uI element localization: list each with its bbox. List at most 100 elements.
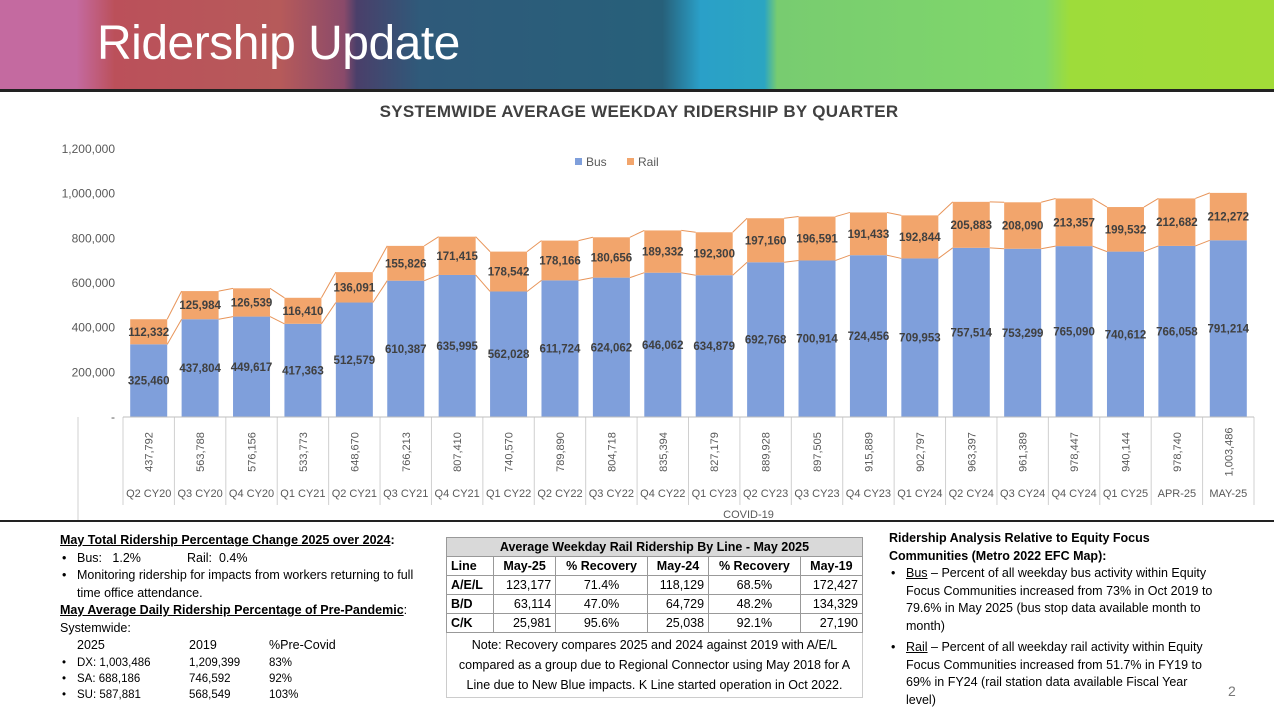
series-line-rail	[630, 230, 644, 237]
data-label-bus: 700,914	[796, 334, 838, 346]
category-label: Q1 CY25	[1103, 488, 1148, 500]
total-label: 915,889	[863, 432, 875, 472]
data-label-rail: 192,300	[693, 249, 735, 261]
rail-table-cell: 64,729	[647, 595, 708, 614]
series-line-rail	[527, 241, 541, 252]
y-tick-label: -	[111, 410, 115, 424]
series-line-rail	[1195, 193, 1209, 199]
rail-table-panel: Average Weekday Rail Ridership By Line -…	[446, 537, 863, 698]
data-label-rail: 116,410	[282, 306, 323, 318]
series-line-rail	[1093, 198, 1107, 207]
category-label: Q4 CY22	[640, 488, 685, 500]
data-label-bus: 437,804	[179, 363, 221, 375]
series-line-bus	[887, 255, 901, 258]
legend-swatch-bus	[575, 158, 582, 165]
data-label-bus: 417,363	[282, 365, 324, 377]
category-label: Q1 CY23	[692, 488, 737, 500]
data-label-rail: 171,415	[436, 251, 478, 263]
prepandemic-v2019: 568,549	[189, 687, 269, 703]
rail-table-cell: 47.0%	[556, 595, 648, 614]
category-label: Q4 CY21	[435, 488, 480, 500]
data-label-bus: 709,953	[899, 333, 941, 345]
rail-table-header: Line	[447, 557, 494, 576]
rail-table-cell: 68.5%	[709, 576, 801, 595]
data-label-rail: 136,091	[334, 282, 376, 294]
data-label-rail: 180,656	[591, 252, 633, 264]
category-label: Q3 CY24	[1000, 488, 1045, 500]
left-panel: May Total Ridership Percentage Change 20…	[60, 532, 440, 703]
series-line-rail	[578, 237, 592, 240]
series-line-rail	[1144, 198, 1158, 207]
series-line-rail	[733, 218, 747, 232]
data-label-rail: 189,332	[642, 247, 684, 259]
series-line-bus	[1195, 240, 1209, 246]
category-label: Q1 CY22	[486, 488, 531, 500]
category-label: Q2 CY22	[537, 488, 582, 500]
series-line-bus	[1144, 246, 1158, 252]
category-label: Q4 CY23	[846, 488, 891, 500]
series-line-bus	[578, 278, 592, 281]
ridership-chart: -200,000400,000600,000800,0001,000,0001,…	[0, 0, 1274, 522]
rail-table-cell: 63,114	[494, 595, 556, 614]
series-line-bus	[219, 317, 233, 320]
series-line-rail	[938, 202, 952, 216]
legend-label-bus: Bus	[586, 155, 607, 169]
series-line-rail	[784, 217, 798, 219]
rail-table-cell: 92.1%	[709, 614, 801, 633]
prepandemic-label: SA: 688,186	[77, 671, 189, 687]
series-line-bus	[424, 275, 438, 281]
total-label: 576,156	[247, 432, 259, 472]
bus-label: Bus	[906, 566, 928, 580]
data-label-rail: 178,166	[539, 255, 581, 267]
total-label: 563,788	[195, 432, 207, 472]
category-label: Q3 CY21	[383, 488, 428, 500]
data-label-rail: 112,332	[128, 327, 169, 339]
prepandemic-pct: 92%	[269, 671, 292, 687]
series-line-bus	[1093, 246, 1107, 251]
series-line-bus	[784, 260, 798, 262]
prepandemic-v2019: 1,209,399	[189, 655, 269, 671]
series-line-rail	[424, 237, 438, 246]
rail-change: Rail: 0.4%	[187, 551, 247, 565]
rail-table-cell: 172,427	[800, 576, 862, 595]
data-label-bus: 624,062	[591, 342, 633, 354]
data-label-rail: 205,883	[950, 220, 992, 232]
total-label: 940,144	[1120, 432, 1132, 472]
category-label: Q1 CY24	[897, 488, 942, 500]
total-label: 978,447	[1069, 432, 1081, 472]
rail-table-header: May-19	[800, 557, 862, 576]
prepandemic-label: SU: 587,881	[77, 687, 189, 703]
data-label-rail: 197,160	[745, 235, 787, 247]
series-line-bus	[167, 319, 181, 344]
rail-table-cell: C/K	[447, 614, 494, 633]
category-label: Q2 CY23	[743, 488, 788, 500]
series-line-bus	[990, 248, 1004, 249]
rail-table-cell: 134,329	[800, 595, 862, 614]
total-label: 978,740	[1172, 432, 1184, 472]
data-label-rail: 178,542	[488, 267, 530, 279]
series-line-bus	[836, 255, 850, 260]
total-label: 961,389	[1018, 432, 1030, 472]
data-label-rail: 196,591	[796, 234, 838, 246]
data-label-rail: 213,357	[1053, 217, 1095, 229]
rail-table-cell: 123,177	[494, 576, 556, 595]
rail-table-header: % Recovery	[709, 557, 801, 576]
data-label-bus: 610,387	[385, 344, 427, 356]
data-label-rail: 125,984	[179, 300, 221, 312]
total-label: 789,890	[555, 432, 567, 472]
data-label-bus: 611,724	[540, 344, 582, 356]
prepandemic-pct: 103%	[269, 687, 298, 703]
total-label: 766,213	[401, 432, 413, 472]
prepandemic-pct: 83%	[269, 655, 292, 671]
total-label: 897,505	[812, 432, 824, 472]
category-label: Q2 CY21	[332, 488, 377, 500]
monitoring-note: Monitoring ridership for impacts from wo…	[60, 567, 440, 602]
y-tick-label: 1,200,000	[62, 142, 116, 156]
data-label-rail: 191,433	[848, 229, 890, 241]
category-label: Q1 CY21	[280, 488, 325, 500]
data-label-bus: 562,028	[488, 349, 530, 361]
category-label: Q3 CY22	[589, 488, 634, 500]
category-label: Q3 CY20	[177, 488, 222, 500]
